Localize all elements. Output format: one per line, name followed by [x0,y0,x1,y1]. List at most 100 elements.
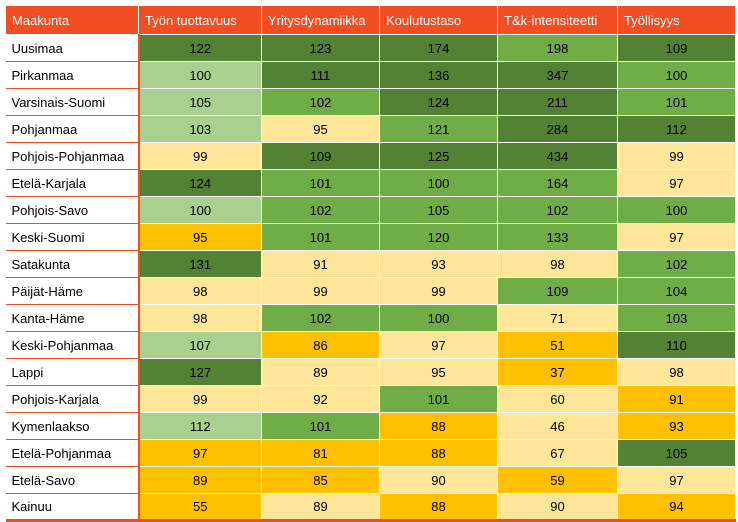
value-cell: 97 [617,223,736,251]
value-cell: 88 [379,439,498,467]
region-name-cell: Etelä-Savo [5,466,140,494]
value-cell: 103 [138,115,262,143]
value-cell: 284 [497,115,618,143]
value-cell: 105 [138,88,262,116]
value-cell: 88 [379,412,498,440]
value-cell: 59 [497,466,618,494]
value-cell: 101 [379,385,498,413]
region-name-cell: Keski-Suomi [5,223,140,251]
value-cell: 110 [617,331,736,359]
value-cell: 100 [617,196,736,224]
region-name-cell: Kainuu [5,493,140,522]
value-cell: 91 [617,385,736,413]
value-cell: 109 [261,142,380,170]
region-name-cell: Kymenlaakso [5,412,140,440]
value-cell: 100 [379,169,498,197]
value-cell: 103 [617,304,736,332]
value-cell: 102 [261,304,380,332]
value-cell: 100 [617,61,736,89]
value-cell: 98 [138,304,262,332]
value-cell: 107 [138,331,262,359]
value-cell: 81 [261,439,380,467]
value-cell: 99 [379,277,498,305]
value-cell: 100 [379,304,498,332]
table-row: Kainuu 55 89 88 90 94 [5,493,736,522]
value-cell: 85 [261,466,380,494]
value-cell: 51 [497,331,618,359]
region-name-cell: Etelä-Karjala [5,169,140,197]
value-cell: 112 [617,115,736,143]
value-cell: 127 [138,358,262,386]
table-row: Päijät-Häme 98 99 99 109 104 [5,277,736,305]
value-cell: 55 [138,493,262,522]
table-row: Kymenlaakso 112 101 88 46 93 [5,412,736,440]
region-name-cell: Uusimaa [5,34,140,62]
table-row: Pohjanmaa 103 95 121 284 112 [5,115,736,143]
value-cell: 89 [261,493,380,522]
value-cell: 124 [379,88,498,116]
value-cell: 95 [261,115,380,143]
value-cell: 121 [379,115,498,143]
column-header-tyon-tuottavuus: Työn tuottavuus [138,5,262,35]
table-row: Pohjois-Karjala 99 92 101 60 91 [5,385,736,413]
table-row: Keski-Suomi 95 101 120 133 97 [5,223,736,251]
table-row: Keski-Pohjanmaa 107 86 97 51 110 [5,331,736,359]
value-cell: 98 [138,277,262,305]
value-cell: 102 [497,196,618,224]
value-cell: 67 [497,439,618,467]
region-name-cell: Pohjois-Karjala [5,385,140,413]
region-name-cell: Satakunta [5,250,140,278]
region-name-cell: Keski-Pohjanmaa [5,331,140,359]
table-row: Pohjois-Pohjanmaa 99 109 125 434 99 [5,142,736,170]
table-row: Pirkanmaa 100 111 136 347 100 [5,61,736,89]
value-cell: 104 [617,277,736,305]
value-cell: 90 [497,493,618,522]
column-header-koulutustaso: Koulutustaso [379,5,498,35]
value-cell: 98 [617,358,736,386]
region-name-cell: Pohjois-Pohjanmaa [5,142,140,170]
table-row: Etelä-Karjala 124 101 100 164 97 [5,169,736,197]
table-row: Varsinais-Suomi 105 102 124 211 101 [5,88,736,116]
column-header-maakunta: Maakunta [5,5,139,35]
value-cell: 102 [261,88,380,116]
region-name-cell: Lappi [5,358,140,386]
value-cell: 109 [617,34,736,62]
value-cell: 211 [497,88,618,116]
value-cell: 100 [138,61,262,89]
region-name-cell: Varsinais-Suomi [5,88,140,116]
value-cell: 60 [497,385,618,413]
value-cell: 105 [379,196,498,224]
value-cell: 89 [261,358,380,386]
value-cell: 101 [617,88,736,116]
value-cell: 122 [138,34,262,62]
value-cell: 71 [497,304,618,332]
region-name-cell: Päijät-Häme [5,277,140,305]
value-cell: 97 [138,439,262,467]
value-cell: 102 [261,196,380,224]
value-cell: 92 [261,385,380,413]
value-cell: 95 [379,358,498,386]
table-header-row: Maakunta Työn tuottavuus Yritysdynamiikk… [5,5,736,35]
value-cell: 109 [497,277,618,305]
indicator-table: Maakunta Työn tuottavuus Yritysdynamiikk… [5,5,736,522]
table-row: Satakunta 131 91 93 98 102 [5,250,736,278]
table-row: Etelä-Pohjanmaa 97 81 88 67 105 [5,439,736,467]
value-cell: 93 [617,412,736,440]
column-header-tyollisyys: Työllisyys [617,5,736,35]
region-name-cell: Pohjanmaa [5,115,140,143]
value-cell: 97 [379,331,498,359]
value-cell: 37 [497,358,618,386]
table-row: Etelä-Savo 89 85 90 59 97 [5,466,736,494]
table-body: Uusimaa 122 123 174 198 109 Pirkanmaa 100 111 136… [5,34,736,522]
value-cell: 98 [497,250,618,278]
column-header-tk-intensiteetti: T&k-intensiteetti [497,5,618,35]
value-cell: 99 [138,142,262,170]
value-cell: 46 [497,412,618,440]
value-cell: 105 [617,439,736,467]
value-cell: 95 [138,223,262,251]
table-row: Pohjois-Savo 100 102 105 102 100 [5,196,736,224]
value-cell: 100 [138,196,262,224]
value-cell: 120 [379,223,498,251]
value-cell: 89 [138,466,262,494]
value-cell: 101 [261,169,380,197]
